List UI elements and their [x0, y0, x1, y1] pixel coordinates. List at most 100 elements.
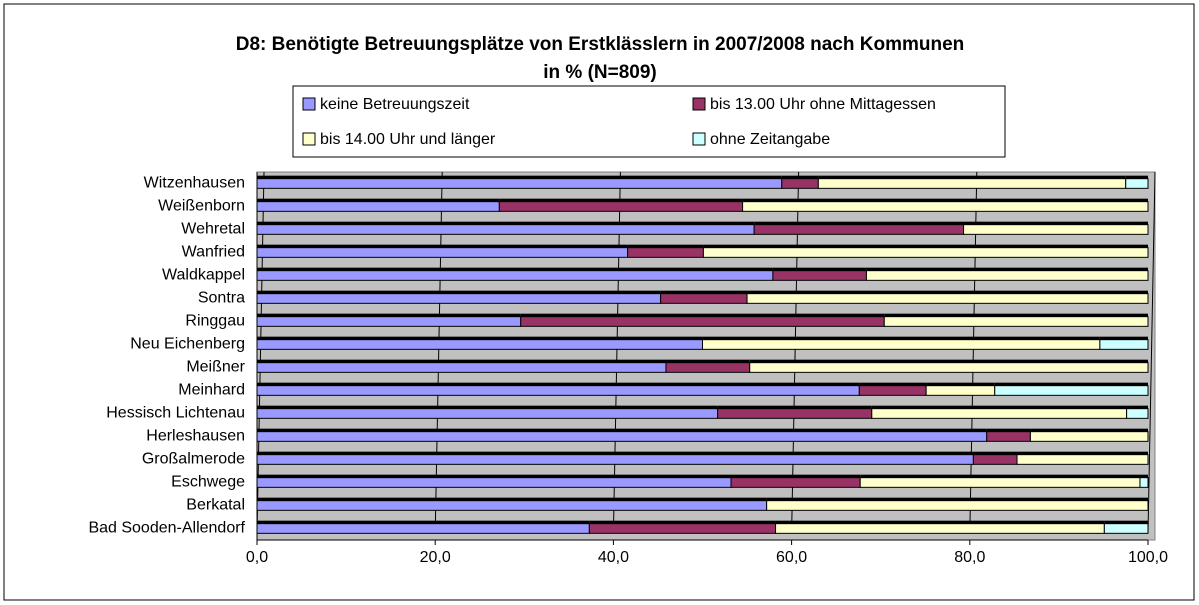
bar-top	[257, 474, 732, 478]
bar-top	[973, 451, 1018, 455]
bar	[256, 178, 783, 189]
x-tick-label: 20,0	[420, 549, 451, 566]
legend-swatch	[302, 132, 316, 146]
bar-top	[257, 451, 974, 455]
y-tick-label: Weißenborn	[158, 198, 245, 215]
bar	[817, 178, 1127, 189]
bar-top	[866, 267, 1148, 271]
bar-top	[859, 382, 927, 386]
grid-line	[1147, 171, 1156, 534]
bar-top	[702, 336, 1100, 340]
bar-top	[660, 290, 748, 294]
bar-top	[781, 175, 819, 179]
bar-top	[257, 267, 773, 271]
bar	[256, 247, 629, 258]
bar	[883, 316, 1149, 327]
bar	[749, 362, 1149, 373]
bar	[520, 316, 885, 327]
bar	[865, 270, 1149, 281]
x-tick-label: 100,0	[1128, 549, 1168, 566]
bar	[256, 477, 732, 488]
bar	[986, 431, 1031, 442]
bar	[742, 201, 1149, 212]
y-tick-label: Herleshausen	[146, 428, 245, 445]
bar-top	[1030, 428, 1148, 432]
bar-top	[1104, 520, 1148, 524]
legend-label: bis 14.00 Uhr und länger	[320, 131, 496, 148]
bar-top	[747, 290, 1148, 294]
bar-top	[257, 313, 521, 317]
y-tick-label: Ringgau	[185, 313, 245, 330]
x-tick-label: 80,0	[954, 549, 985, 566]
bar	[730, 477, 861, 488]
y-tick-label: Wehretal	[181, 221, 245, 238]
bar-top	[926, 382, 995, 386]
bar	[256, 270, 774, 281]
legend-swatch	[692, 97, 706, 111]
bar	[256, 316, 522, 327]
bar-top	[818, 175, 1126, 179]
bar	[859, 477, 1141, 488]
bar	[746, 293, 1149, 304]
bar-top	[257, 198, 500, 202]
legend-label: keine Betreuungszeit	[320, 96, 470, 113]
chart-subtitle: in % (N=809)	[543, 62, 657, 83]
bar-top	[257, 382, 860, 386]
bar	[665, 362, 751, 373]
bar-top	[1099, 336, 1148, 340]
bar	[627, 247, 704, 258]
bar-top	[627, 244, 704, 248]
y-tick-label: Berkatal	[186, 497, 245, 514]
y-tick-label: Waldkappel	[162, 267, 245, 284]
bar	[1126, 408, 1149, 419]
bar	[1125, 178, 1149, 189]
bar-top	[589, 520, 776, 524]
y-tick-label: Eschwege	[171, 474, 245, 491]
bar	[256, 523, 590, 534]
bar	[766, 500, 1149, 511]
bar-top	[1126, 405, 1148, 409]
bar-top	[257, 405, 718, 409]
bar	[1103, 523, 1149, 534]
bar-top	[742, 198, 1148, 202]
bar	[256, 408, 719, 419]
bar	[660, 293, 748, 304]
legend-box	[292, 85, 1006, 158]
bar	[871, 408, 1128, 419]
bar	[753, 224, 965, 235]
bar-top	[775, 520, 1105, 524]
legend-swatch	[692, 132, 706, 146]
bar	[925, 385, 996, 396]
bar	[256, 293, 662, 304]
bar-top	[257, 428, 987, 432]
bar-top	[703, 244, 1148, 248]
bar-top	[871, 405, 1127, 409]
bar-top	[257, 175, 782, 179]
bar	[1016, 454, 1149, 465]
bar-top	[257, 336, 703, 340]
bar-top	[520, 313, 885, 317]
x-tick-label: 60,0	[776, 549, 807, 566]
legend-swatch	[302, 97, 316, 111]
y-tick-label: Witzenhausen	[144, 175, 245, 192]
y-tick-label: Wanfried	[182, 244, 245, 261]
bar	[1139, 477, 1149, 488]
bar	[781, 178, 819, 189]
bar-top	[257, 244, 628, 248]
legend-label: bis 13.00 Uhr ohne Mittagessen	[710, 96, 936, 113]
bar-top	[884, 313, 1148, 317]
bar-top	[665, 359, 750, 363]
bar	[972, 454, 1018, 465]
y-tick-label: Hessisch Lichtenau	[106, 405, 245, 422]
bar	[1099, 339, 1149, 350]
bar-top	[257, 520, 590, 524]
bar	[256, 224, 755, 235]
bar	[858, 385, 927, 396]
bar	[775, 523, 1105, 534]
y-tick-label: Bad Sooden-Allendorf	[88, 520, 245, 537]
chart-title: D8: Benötigte Betreuungsplätze von Erstk…	[236, 34, 965, 55]
bar-top	[986, 428, 1031, 432]
bar-top	[772, 267, 867, 271]
legend-label: ohne Zeitangabe	[710, 131, 830, 148]
